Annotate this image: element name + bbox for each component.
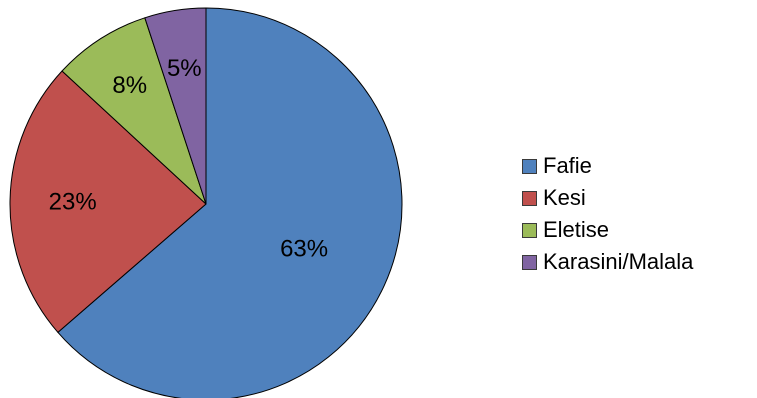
- data-label-eletise: 8%: [112, 72, 147, 99]
- legend-label: Karasini/Malala: [543, 249, 694, 274]
- pie-slice-kesi: [9, 70, 207, 333]
- legend-label: Eletise: [543, 217, 610, 242]
- legend-item-eletise: Eletise: [522, 214, 693, 246]
- pie-slice-fafie: [57, 7, 403, 398]
- data-label-karasini-malala: 5%: [167, 55, 202, 82]
- legend-swatch: [522, 222, 537, 238]
- legend-label: Fafie: [543, 153, 592, 178]
- pie-slice-eletise: [61, 17, 207, 205]
- legend-item-kesi: Kesi: [522, 182, 693, 214]
- legend-swatch: [522, 158, 537, 174]
- legend-label: Kesi: [543, 185, 586, 210]
- legend-item-fafie: Fafie: [522, 150, 693, 182]
- legend: Fafie Kesi Eletise Karasini/Malala: [522, 150, 693, 278]
- data-label-kesi: 23%: [49, 188, 97, 215]
- legend-swatch: [522, 254, 537, 270]
- legend-item-karasini-malala: Karasini/Malala: [522, 246, 693, 278]
- data-label-fafie: 63%: [280, 235, 328, 262]
- pie-slice-karasini-malala: [144, 7, 207, 205]
- legend-swatch: [522, 190, 537, 206]
